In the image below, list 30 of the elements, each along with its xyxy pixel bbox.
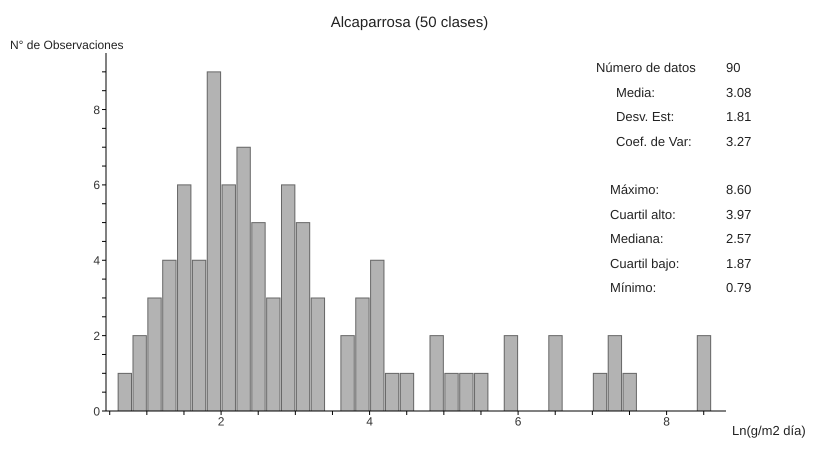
annotation: 3.27 — [726, 134, 752, 150]
annotation: Máximo: — [610, 182, 660, 199]
annotation: Coef. de Var: — [616, 134, 693, 150]
x-tick-label: 2 — [218, 414, 225, 429]
annotation: 1.87 — [726, 256, 752, 272]
annotation: Media: — [616, 84, 656, 102]
annotation: Mediana: — [610, 231, 664, 248]
chart-title: Alcaparrosa (50 clases) — [330, 14, 490, 31]
x-tick-label: 4 — [366, 414, 374, 429]
annotation: Desv. Est: — [616, 109, 676, 126]
y-tick-label: 8 — [93, 102, 100, 117]
annotation: 0.79 — [726, 280, 752, 297]
x-tick-label: 6 — [514, 414, 522, 429]
y-axis-title: N° de Observaciones — [10, 38, 124, 52]
x-tick-label: 8 — [663, 414, 670, 429]
annotation: Cuartil bajo: — [610, 256, 680, 273]
annotation: 2.57 — [726, 231, 752, 248]
annotation: 90 — [726, 60, 740, 77]
y-tick-label: 4 — [93, 254, 100, 268]
x-axis-title: Ln(g/m2 día) — [732, 423, 806, 438]
y-tick-label: 0 — [93, 404, 100, 418]
annotation: 3.08 — [726, 84, 752, 102]
annotation: 3.97 — [726, 206, 752, 224]
annotation: Cuartil alto: — [610, 206, 677, 224]
annotation: Mínimo: — [610, 280, 658, 297]
y-tick-label: 2 — [93, 328, 100, 343]
annotation: 8.60 — [726, 182, 752, 199]
y-tick-label: 6 — [93, 178, 100, 192]
annotation: Número de datos — [596, 60, 697, 77]
annotation: 1.81 — [726, 109, 752, 126]
